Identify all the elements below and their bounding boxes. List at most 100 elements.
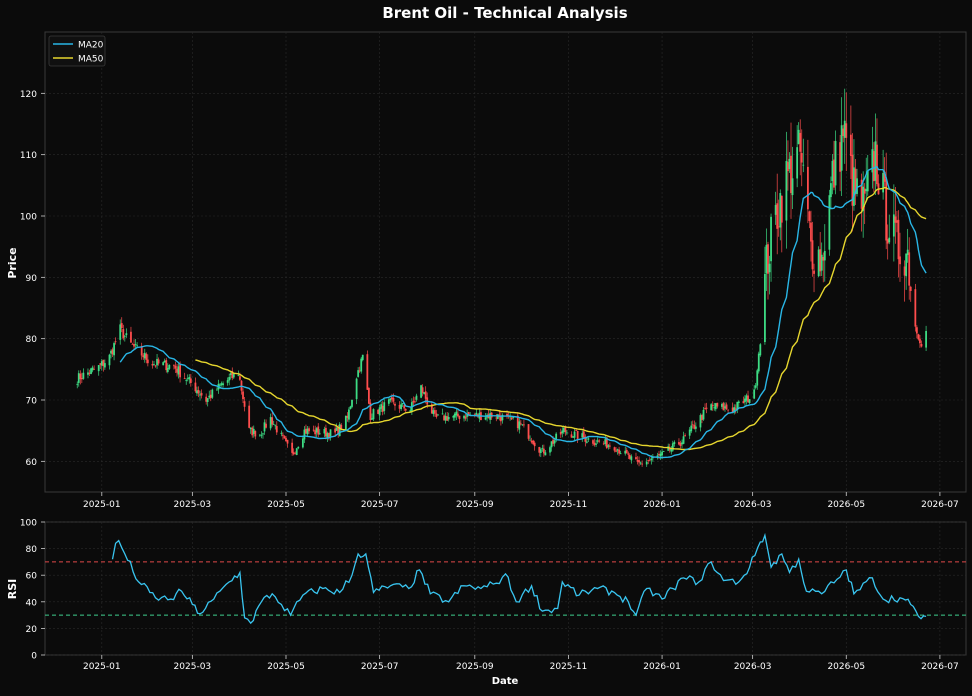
candle-body [744,398,746,403]
candle-body [722,403,725,411]
candle-body [286,439,289,444]
ma20-line [119,166,927,459]
candle-body [371,418,373,420]
candle-body [885,179,888,241]
candle-body [628,454,631,459]
candle-body [555,433,558,439]
candle-body [894,216,897,223]
rsi-x-tick-label: 2025-03 [174,662,212,672]
candle-body [681,442,683,445]
candle-body [441,413,444,415]
candle-body [403,405,406,409]
candle-body [163,360,166,363]
candle-body [714,403,717,410]
candle-body [648,459,651,461]
candle-body [759,344,762,356]
candle-body [87,372,89,375]
candle-body [693,424,696,429]
candle-body [292,452,295,455]
candle-body [737,401,740,403]
candle-body [315,428,318,433]
candle-body [452,415,455,418]
candle-body [635,457,637,460]
candle-body [220,383,223,386]
candle-body [351,399,353,407]
candle-body [151,364,154,366]
rsi-x-tick-label: 2026-01 [643,662,681,672]
candle-body [77,373,80,383]
candle-body [412,400,415,403]
candle-body [659,453,662,457]
candle-body [753,389,756,399]
candle-body [799,132,802,152]
candle-body [691,424,694,426]
price-y-tick-label: 110 [20,151,37,161]
candle-body [765,244,768,274]
candle-body [736,401,739,411]
price-y-tick-label: 80 [26,335,38,345]
candle-body [694,426,697,429]
candle-body [605,437,608,449]
candle-body [308,428,310,432]
candle-body [168,364,171,369]
candle-body [779,193,782,228]
candle-body [647,460,650,461]
candle-body [776,203,779,229]
candle-body [688,429,691,436]
price-x-tick-label: 2025-11 [550,500,588,510]
candle-body [88,372,91,374]
candle-body [260,434,263,436]
candle-body [627,453,630,455]
candle-body [297,446,300,449]
candle-body [509,416,512,418]
candle-body [915,327,918,334]
candle-body [516,415,519,429]
candle-body [301,438,304,448]
candle-body [337,426,340,435]
candle-body [899,256,901,265]
candle-body [845,123,848,138]
candle-body [671,443,674,451]
candle-body [618,449,620,454]
candle-body [242,391,244,400]
candle-body [199,394,201,396]
candle-body [464,416,467,419]
candle-body [349,406,352,409]
candle-body [432,410,435,415]
candle-body [797,129,800,144]
candle-body [602,443,605,445]
candle-body [97,365,100,372]
candle-body [188,377,191,380]
rsi-x-tick-label: 2025-05 [267,662,305,672]
candle-body [593,442,596,445]
price-x-tick-label: 2025-03 [174,500,212,510]
candle-body [173,365,175,367]
candle-body [682,436,685,444]
candle-body [473,414,476,416]
candle-body [559,431,562,435]
candle-body [919,338,921,344]
price-y-tick-label: 90 [26,274,38,284]
candle-body [566,432,568,434]
candle-body [667,446,670,451]
candle-body [484,417,487,420]
candle-body [876,144,878,185]
candle-body [770,216,772,262]
candle-body [849,134,852,156]
candle-body [378,407,381,416]
candle-body [679,442,682,446]
candle-body [808,211,811,221]
candle-body [108,354,111,366]
candle-body [186,378,189,380]
candle-body [733,407,736,413]
candle-body [361,354,364,361]
candle-body [153,364,155,366]
candle-body [444,415,447,421]
candle-body [372,409,375,420]
candle-body [381,405,384,412]
candle-body [896,220,898,223]
candle-body [401,403,404,405]
candle-body [252,428,255,434]
candle-body [544,452,547,456]
candle-body [624,450,627,454]
